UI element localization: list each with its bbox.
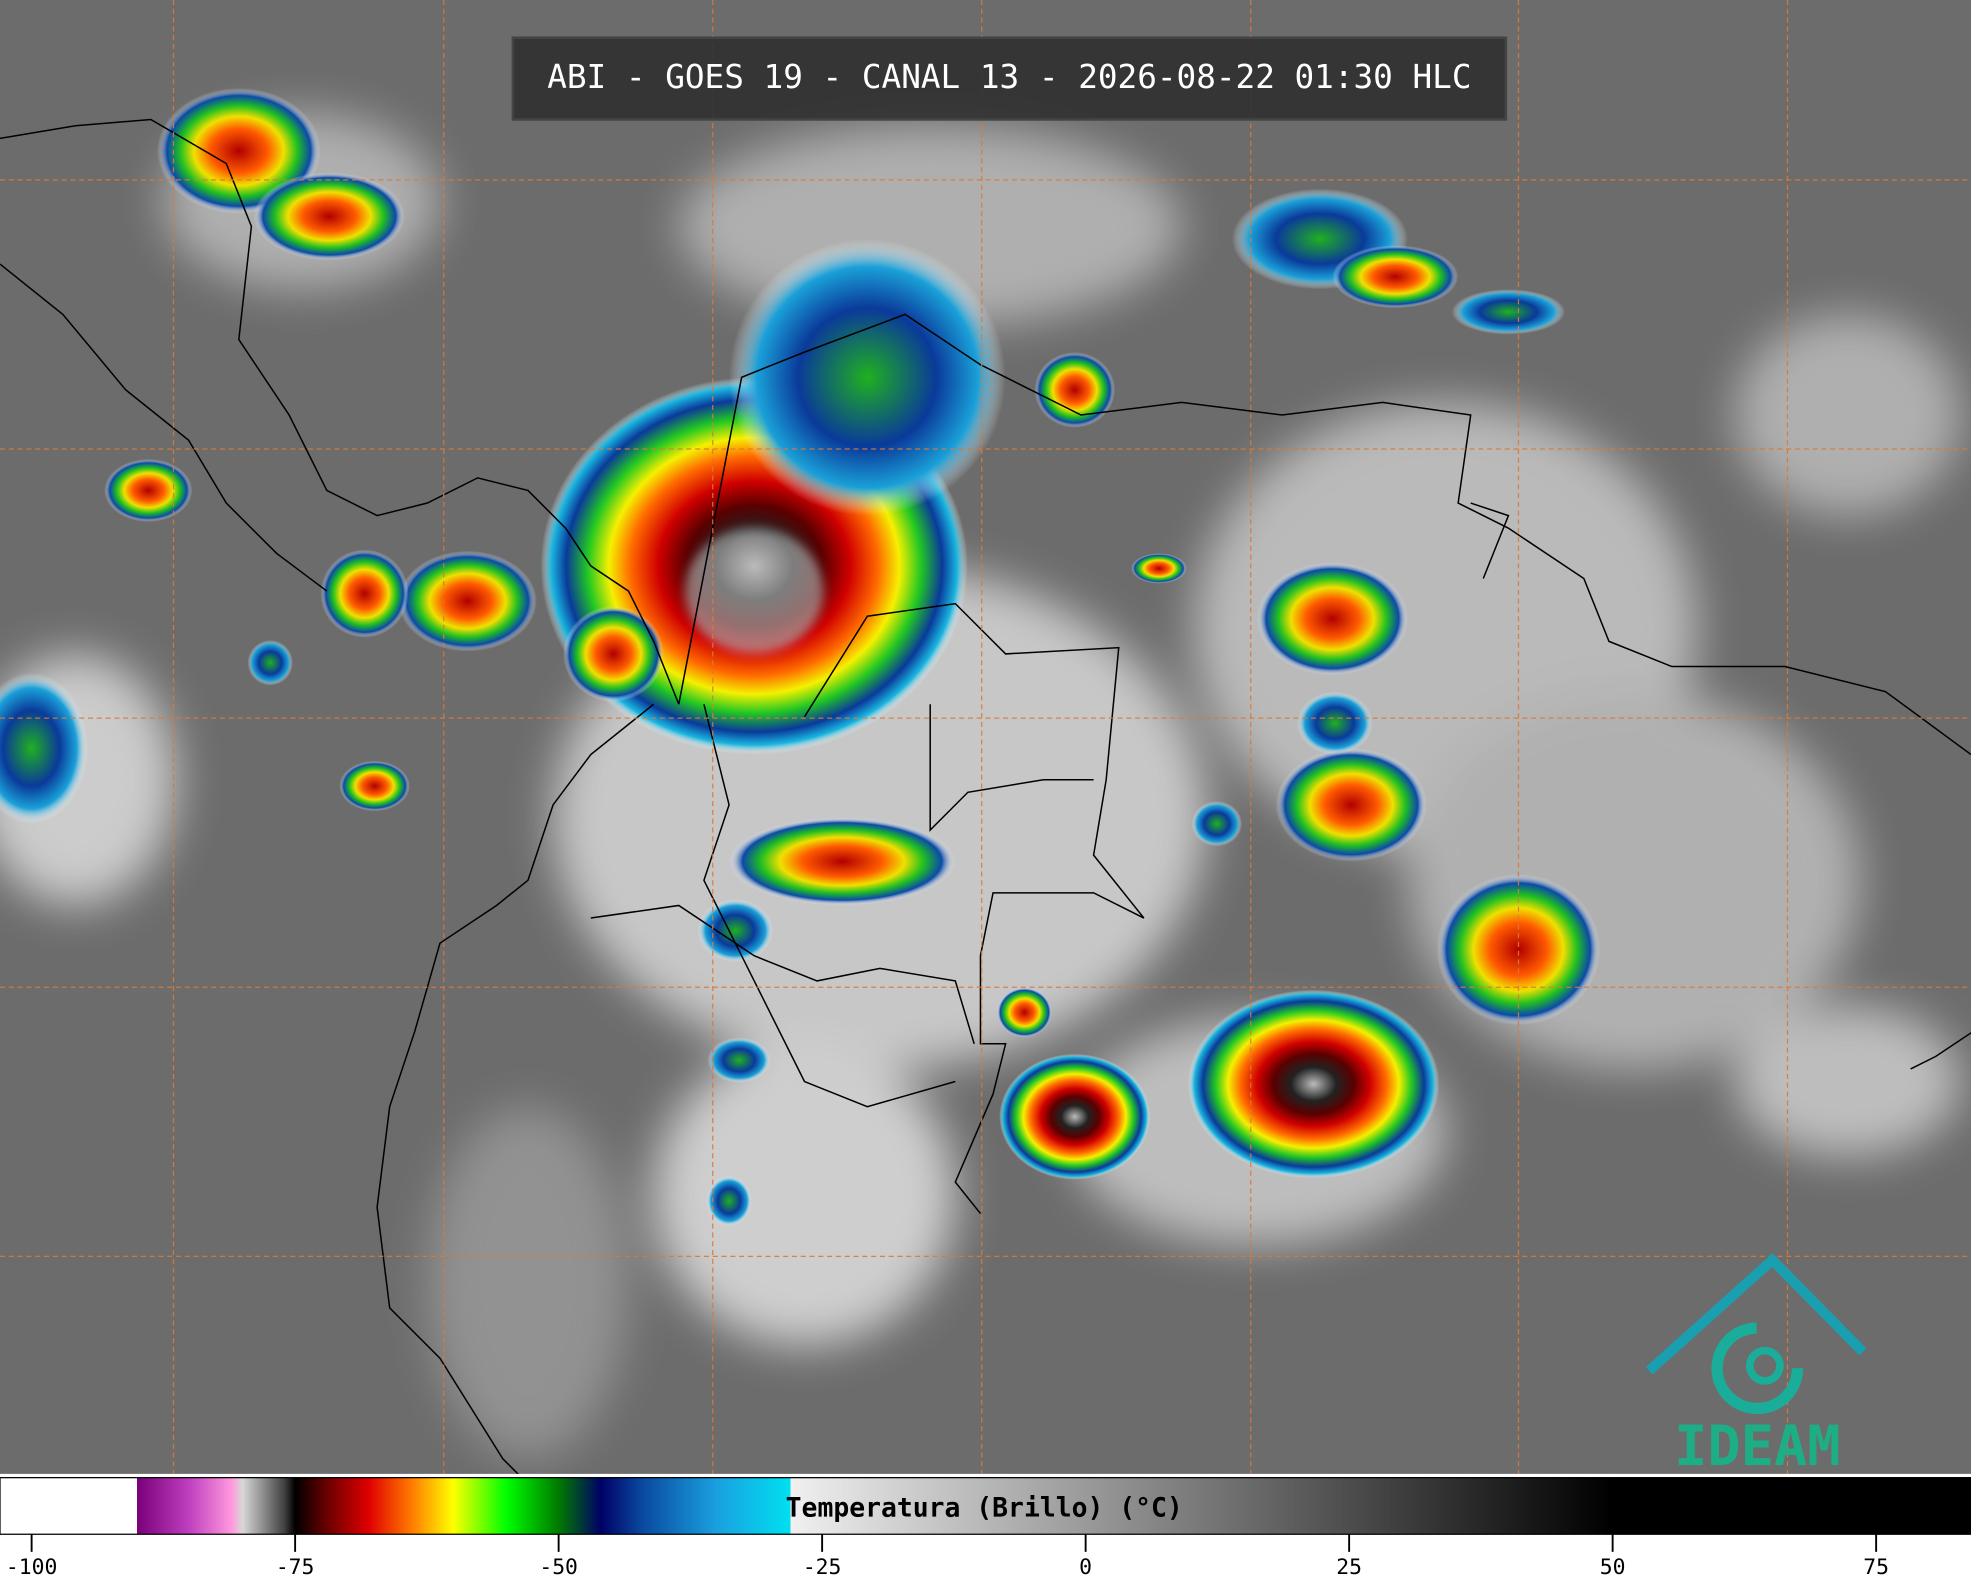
clouds (0, 113, 1961, 1459)
graticule (0, 0, 1971, 1478)
colorbar-tick-label: 0 (1079, 1555, 1092, 1577)
title-box (511, 36, 1508, 121)
logo: IDEAM (1645, 1253, 1867, 1479)
borders (0, 118, 1971, 1485)
convective-cells (0, 88, 1601, 1227)
title: ABI - GOES 19 - CANAL 13 - 2026-08-22 01… (547, 58, 1471, 96)
colorbar (0, 1477, 1971, 1535)
logo-text: IDEAM (1674, 1415, 1840, 1479)
colorbar-tick-label: 25 (1336, 1555, 1362, 1577)
colorbar-label: Temperatura (Brillo) (°C) (786, 1493, 1183, 1524)
colorbar-tick-label: -100 (6, 1555, 57, 1577)
colorbar-tick-label: 50 (1600, 1555, 1626, 1577)
colorbar-tick-label: -75 (276, 1555, 315, 1577)
colorbar-tick-label: -50 (539, 1555, 578, 1577)
colorbar-tick-label: 75 (1863, 1555, 1889, 1577)
colorbar-tick-label: -25 (803, 1555, 842, 1577)
